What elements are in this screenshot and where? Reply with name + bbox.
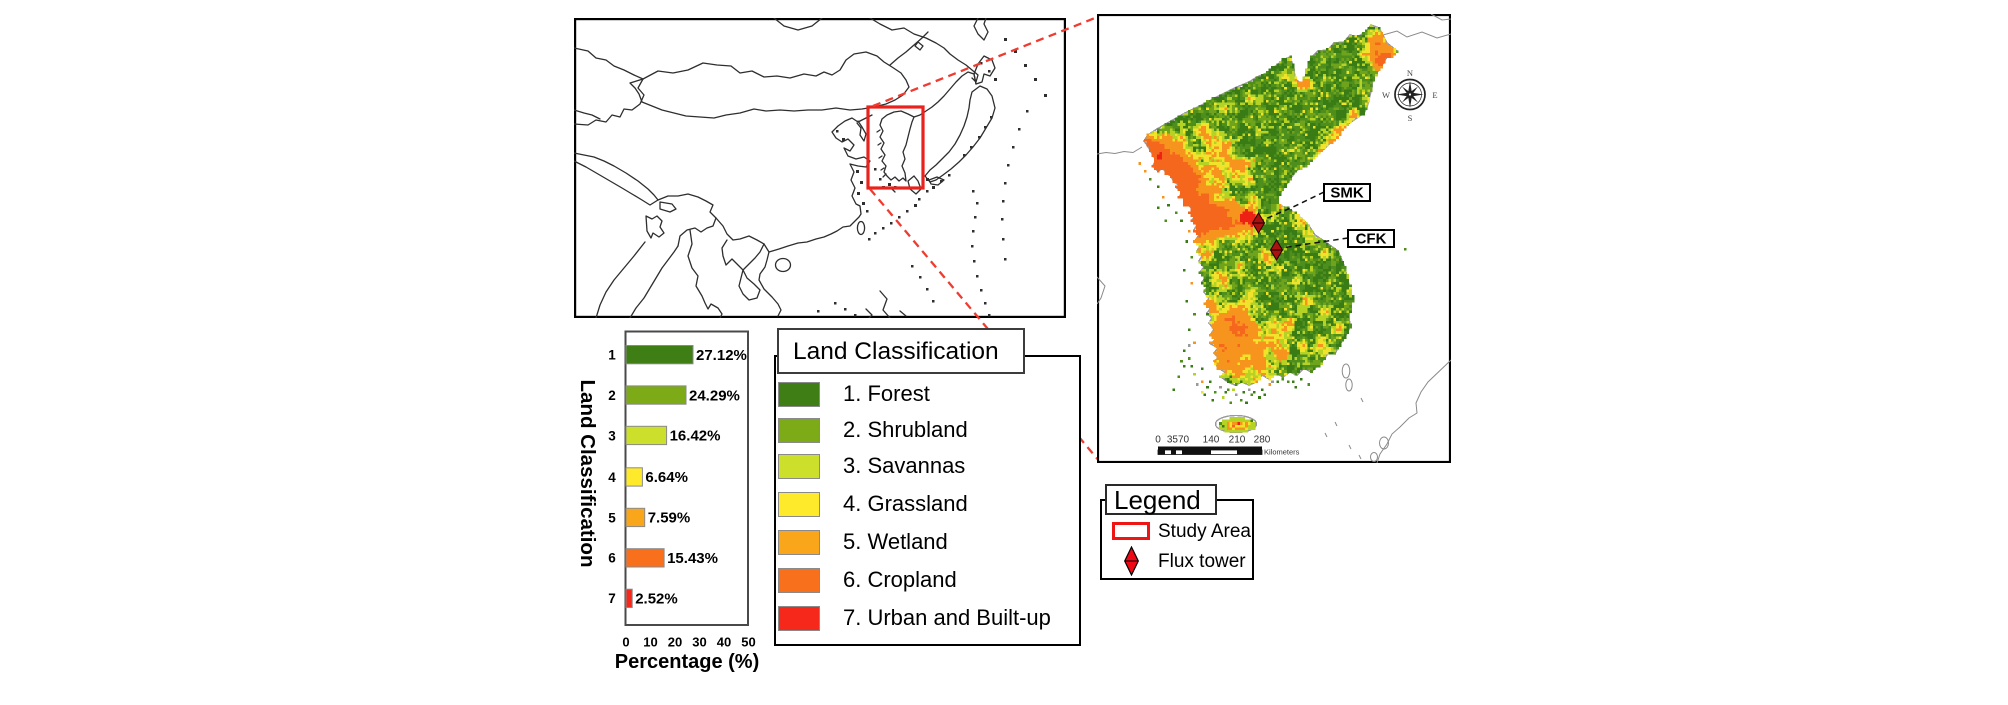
- svg-text:2: 2: [608, 388, 616, 403]
- svg-text:210: 210: [1229, 435, 1246, 446]
- svg-text:20: 20: [668, 635, 682, 650]
- svg-text:E: E: [1432, 90, 1437, 100]
- svg-text:S: S: [1408, 113, 1413, 123]
- svg-text:27.12%: 27.12%: [696, 347, 747, 364]
- svg-text:6: 6: [608, 551, 616, 566]
- svg-text:7.59%: 7.59%: [648, 510, 691, 527]
- svg-text:24.29%: 24.29%: [689, 387, 740, 404]
- svg-text:0: 0: [1155, 435, 1161, 446]
- svg-text:40: 40: [717, 635, 731, 650]
- svg-text:W: W: [1382, 90, 1390, 100]
- svg-text:SMK: SMK: [1330, 185, 1364, 202]
- svg-text:CFK: CFK: [1356, 231, 1387, 248]
- svg-text:30: 30: [692, 635, 706, 650]
- svg-text:140: 140: [1203, 435, 1220, 446]
- svg-text:Percentage (%): Percentage (%): [615, 651, 760, 673]
- svg-text:1: 1: [608, 348, 616, 363]
- svg-text:3570: 3570: [1167, 435, 1190, 446]
- svg-text:5: 5: [608, 510, 616, 525]
- svg-text:2.52%: 2.52%: [635, 591, 678, 608]
- svg-text:7: 7: [608, 591, 616, 606]
- svg-text:Kilometers: Kilometers: [1264, 448, 1300, 457]
- svg-text:3: 3: [608, 428, 616, 443]
- svg-text:15.43%: 15.43%: [667, 550, 718, 567]
- svg-text:6.64%: 6.64%: [645, 469, 688, 486]
- svg-text:0: 0: [622, 635, 629, 650]
- svg-text:Land Classification: Land Classification: [576, 380, 599, 568]
- svg-text:16.42%: 16.42%: [670, 428, 721, 445]
- svg-text:10: 10: [643, 635, 657, 650]
- svg-text:280: 280: [1254, 435, 1271, 446]
- svg-text:4: 4: [608, 470, 616, 485]
- svg-text:50: 50: [741, 635, 755, 650]
- svg-text:N: N: [1407, 68, 1413, 78]
